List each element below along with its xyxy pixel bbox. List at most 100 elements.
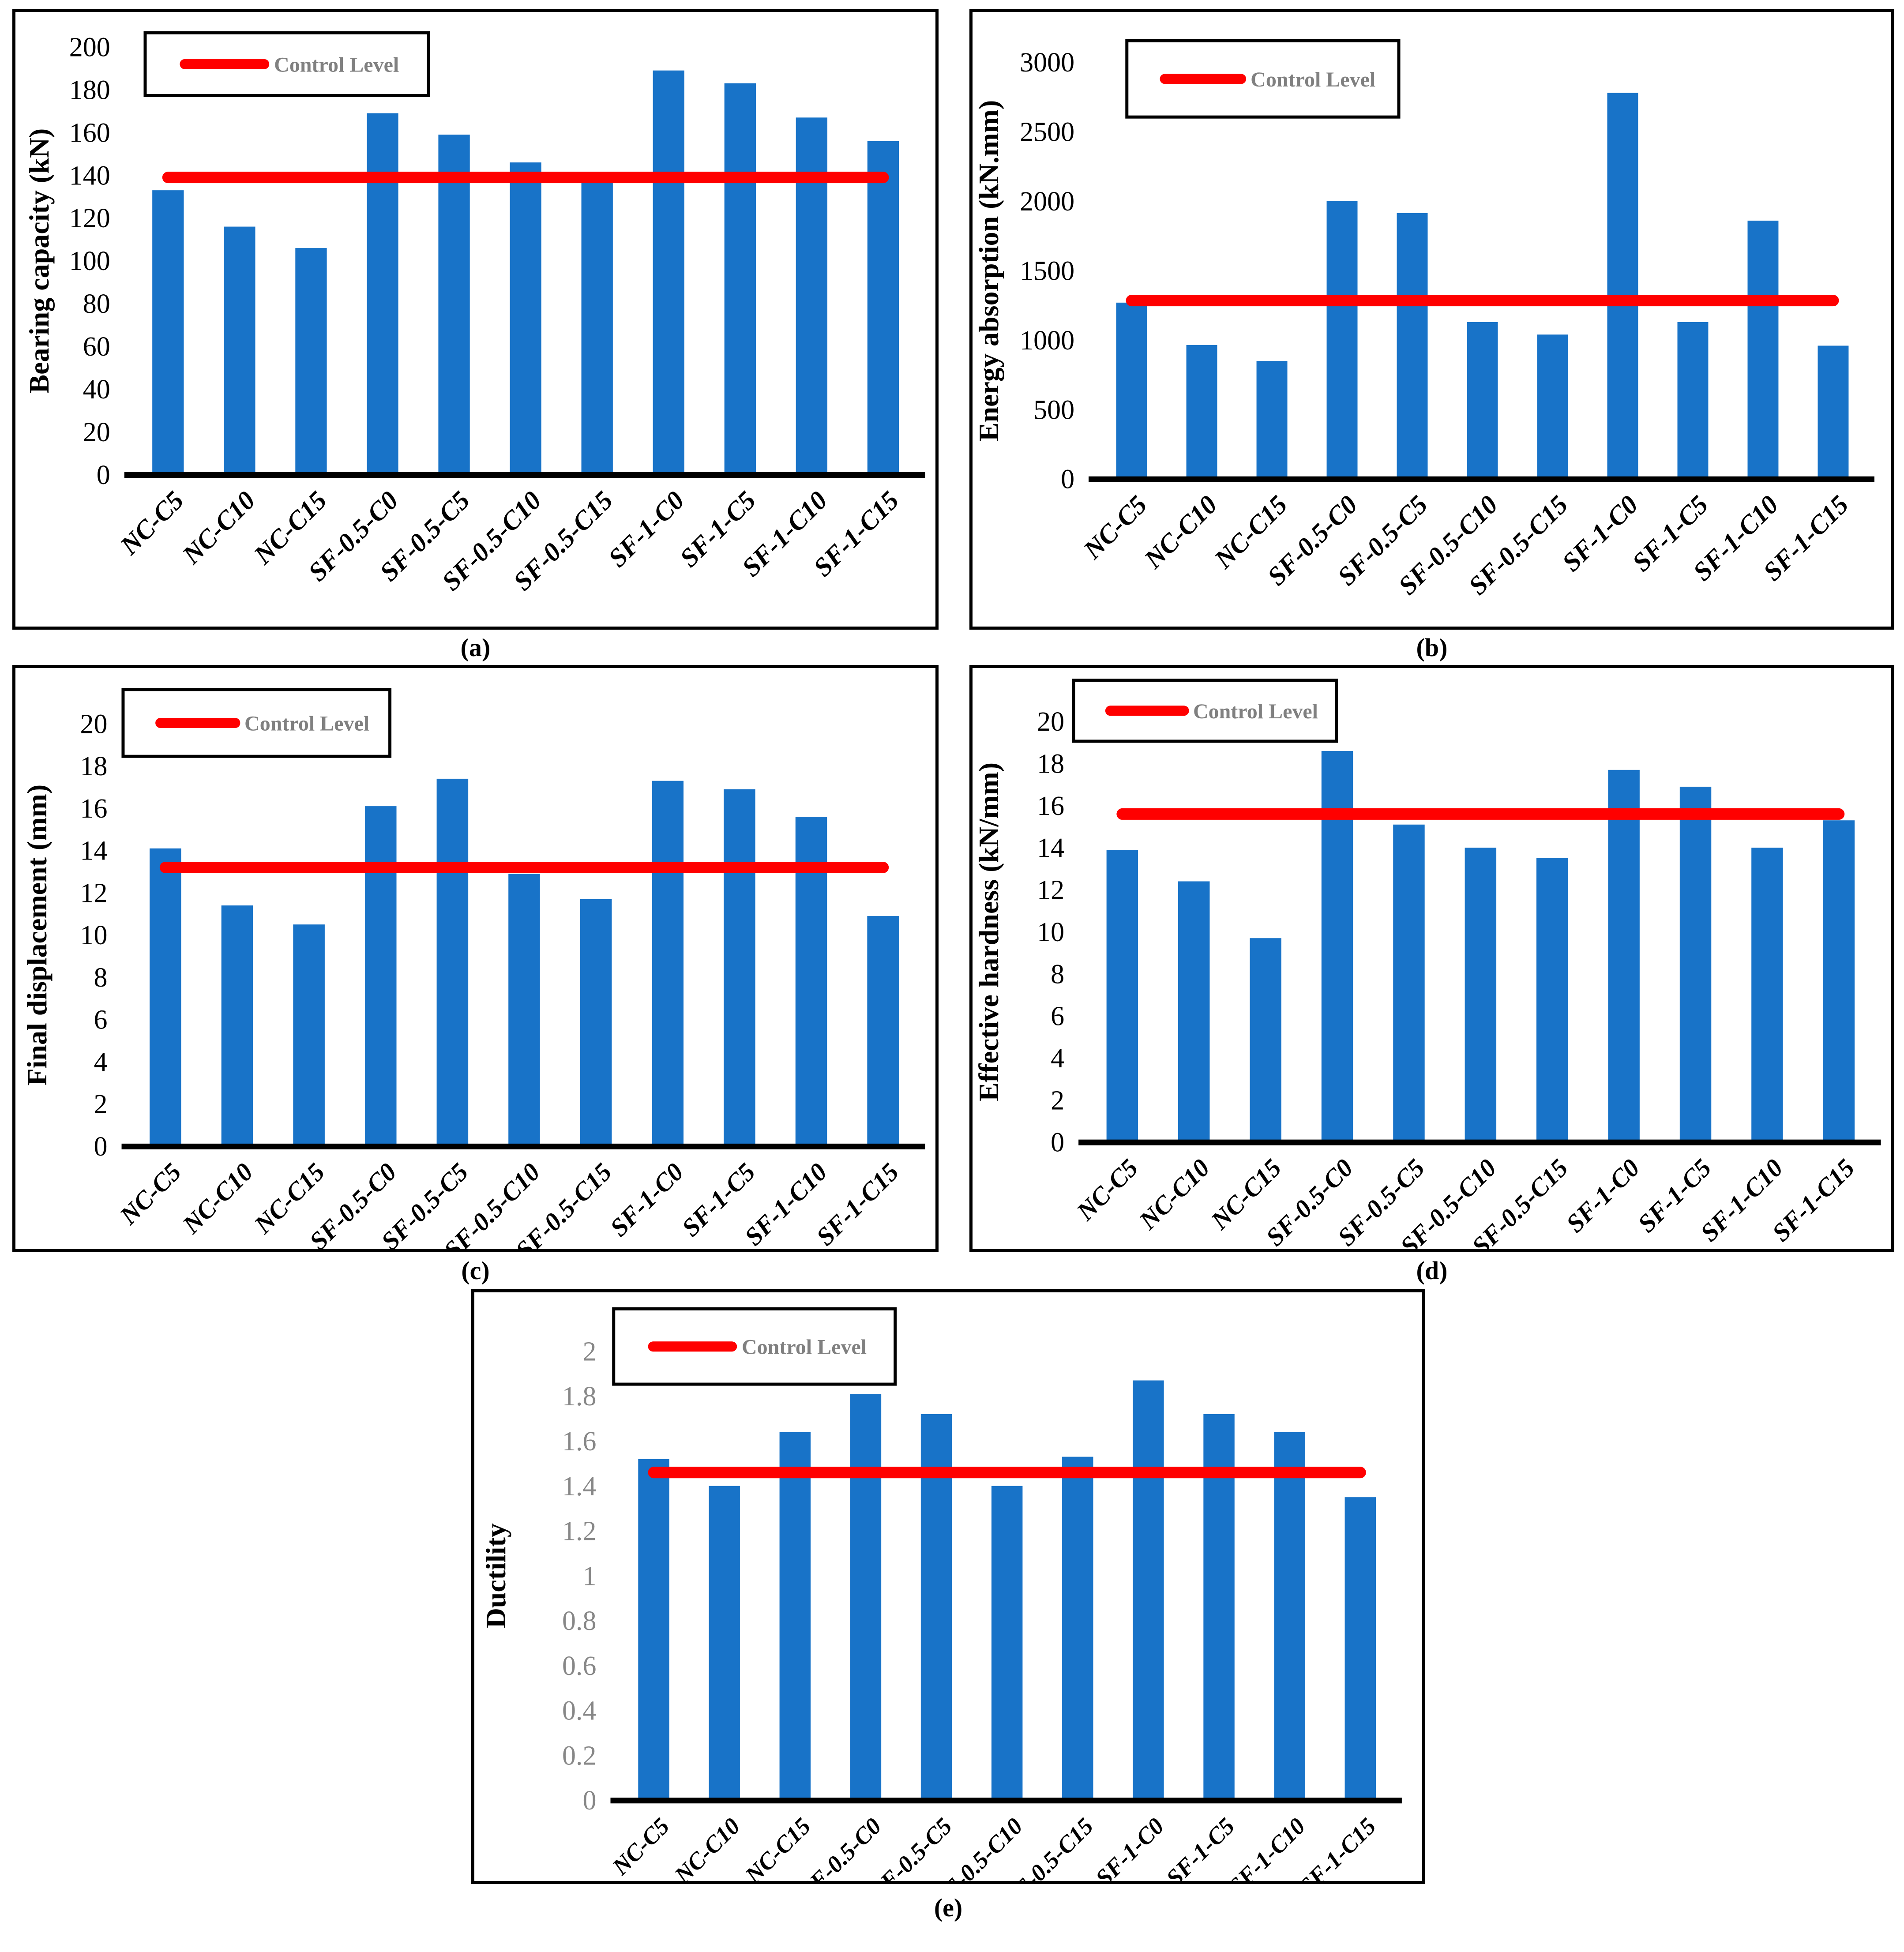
legend-label: Control Level xyxy=(742,1336,867,1359)
bar-NC-C15 xyxy=(295,248,327,475)
bar-SF-0.5-C15 xyxy=(581,177,613,475)
bar-SF-1-C10 xyxy=(796,117,828,475)
bar-SF-0.5-C15 xyxy=(1536,858,1568,1142)
bar-SF-0.5-C5 xyxy=(436,778,469,1146)
x-category-label-NC-C10: NC-C10 xyxy=(177,485,261,570)
chart-e-svg: 2 1.8 1.6 1.4 1.2 1 0.8 0.6 0.4 0.2 0 Ductility NC-C… xyxy=(480,1307,1402,1881)
y-tick-label: 20 xyxy=(1037,707,1064,737)
bar-SF-0.5-C0 xyxy=(850,1394,882,1801)
y-tick-label: 6 xyxy=(1051,1002,1064,1032)
y-tick-label: 180 xyxy=(69,75,110,105)
bar-SF-0.5-C10 xyxy=(1465,848,1497,1142)
bar-NC-C15 xyxy=(1256,361,1288,479)
chart-b-energy-absorption: 3000 2500 2000 1500 1000 500 0 Energy absorptio… xyxy=(969,9,1894,630)
bar-NC-C5 xyxy=(1116,302,1147,479)
bar-SF-0.5-C15 xyxy=(580,899,612,1146)
y-tick-label: 3000 xyxy=(1020,48,1074,78)
bar-SF-0.5-C5 xyxy=(1397,213,1428,479)
bar-SF-1-C5 xyxy=(724,789,755,1146)
bar-SF-1-C15 xyxy=(1344,1497,1376,1801)
panel-label-c: (c) xyxy=(461,1256,490,1285)
chart-b-svg: 3000 2500 2000 1500 1000 500 0 Energy absorptio… xyxy=(973,39,1874,601)
y-axis-title: Bearing capacity (kN) xyxy=(23,128,55,394)
bar-NC-C10 xyxy=(1186,345,1217,479)
x-category-label-SF-1-C0: SF-1-C0 xyxy=(1556,490,1644,577)
bar-SF-1-C5 xyxy=(1677,322,1709,479)
bar-SF-1-C0 xyxy=(652,781,684,1146)
bar-NC-C15 xyxy=(1250,938,1281,1142)
bar-SF-0.5-C10 xyxy=(991,1486,1023,1801)
y-tick-label: 2000 xyxy=(1020,187,1074,217)
y-tick-label: 100 xyxy=(69,246,110,276)
y-tick-label: 2 xyxy=(582,1336,596,1366)
bar-SF-1-C15 xyxy=(1818,345,1849,479)
y-tick-label: 0 xyxy=(582,1786,596,1816)
x-category-label-NC-C5: NC-C5 xyxy=(607,1813,674,1880)
y-tick-label: 20 xyxy=(83,417,110,447)
bar-NC-C10 xyxy=(1178,881,1210,1142)
bar-SF-0.5-C5 xyxy=(1393,824,1425,1142)
y-tick-label: 80 xyxy=(83,289,110,319)
x-category-label-SF-1-C15: SF-1-C15 xyxy=(1294,1813,1381,1881)
bar-SF-0.5-C0 xyxy=(1326,201,1358,479)
bar-SF-0.5-C10 xyxy=(508,874,540,1146)
y-tick-label: 10 xyxy=(80,920,108,950)
y-tick-label: 0 xyxy=(97,460,110,490)
bar-NC-C5 xyxy=(152,190,184,475)
bar-SF-0.5-C15 xyxy=(1537,334,1568,479)
x-category-label-NC-C5: NC-C5 xyxy=(114,1157,187,1230)
y-tick-label: 12 xyxy=(80,878,108,908)
y-tick-label: 16 xyxy=(80,794,108,824)
bar-SF-1-C0 xyxy=(1607,93,1638,479)
y-tick-label: 1 xyxy=(582,1561,596,1591)
x-axis-line xyxy=(610,1798,1402,1804)
panel-label-d: (d) xyxy=(1416,1256,1448,1285)
y-tick-label: 0.2 xyxy=(562,1741,597,1771)
bar-NC-C5 xyxy=(638,1459,669,1801)
bar-SF-0.5-C0 xyxy=(367,113,398,475)
y-tick-label: 14 xyxy=(1037,833,1064,863)
x-category-label-NC-C10: NC-C10 xyxy=(1138,490,1223,574)
x-category-label-SF-0.5-C0: SF-0.5-C0 xyxy=(795,1813,886,1881)
y-tick-label: 0 xyxy=(1051,1128,1064,1158)
y-tick-label: 1500 xyxy=(1020,256,1074,286)
bar-SF-1-C0 xyxy=(1608,770,1640,1142)
bar-SF-1-C5 xyxy=(724,83,756,475)
y-tick-label: 0.4 xyxy=(562,1696,597,1726)
panel-label-e: (e) xyxy=(934,1893,963,1922)
y-axis-title: Effective hardness (kN/mm) xyxy=(973,762,1004,1101)
bar-SF-0.5-C10 xyxy=(510,162,541,475)
bar-SF-1-C15 xyxy=(867,916,899,1146)
bar-SF-0.5-C5 xyxy=(438,135,470,475)
y-tick-label: 18 xyxy=(80,751,108,781)
bar-NC-C5 xyxy=(1106,849,1138,1142)
bar-SF-0.5-C15 xyxy=(1062,1456,1093,1801)
chart-d-effective-hardness: 20 18 16 14 12 10 8 6 4 2 0 Effective hardness (kN/… xyxy=(969,665,1894,1252)
legend-label: Control Level xyxy=(244,712,369,735)
y-tick-label: 12 xyxy=(1037,875,1064,905)
y-tick-label: 20 xyxy=(80,709,108,739)
bar-SF-1-C15 xyxy=(1823,820,1855,1142)
y-tick-label: 0 xyxy=(94,1132,108,1162)
y-tick-label: 18 xyxy=(1037,749,1064,779)
y-tick-label: 2500 xyxy=(1020,117,1074,147)
panel-label-b: (b) xyxy=(1416,633,1448,662)
bar-SF-1-C10 xyxy=(1751,848,1783,1142)
bar-SF-1-C0 xyxy=(1133,1380,1164,1801)
y-tick-label: 120 xyxy=(69,203,110,233)
bar-SF-1-C15 xyxy=(867,141,899,475)
x-category-label-NC-C10: NC-C10 xyxy=(669,1813,745,1881)
bar-NC-C5 xyxy=(150,848,181,1146)
y-tick-label: 200 xyxy=(69,32,110,62)
panel-label-a: (a) xyxy=(460,633,491,662)
bar-SF-1-C5 xyxy=(1679,786,1712,1142)
x-category-label-NC-C15: NC-C15 xyxy=(740,1813,816,1881)
x-axis-line xyxy=(121,1143,925,1149)
y-tick-label: 160 xyxy=(69,118,110,148)
x-category-label-NC-C10: NC-C10 xyxy=(1133,1153,1215,1235)
y-tick-label: 0.6 xyxy=(562,1651,597,1681)
y-tick-label: 1.2 xyxy=(562,1517,597,1547)
